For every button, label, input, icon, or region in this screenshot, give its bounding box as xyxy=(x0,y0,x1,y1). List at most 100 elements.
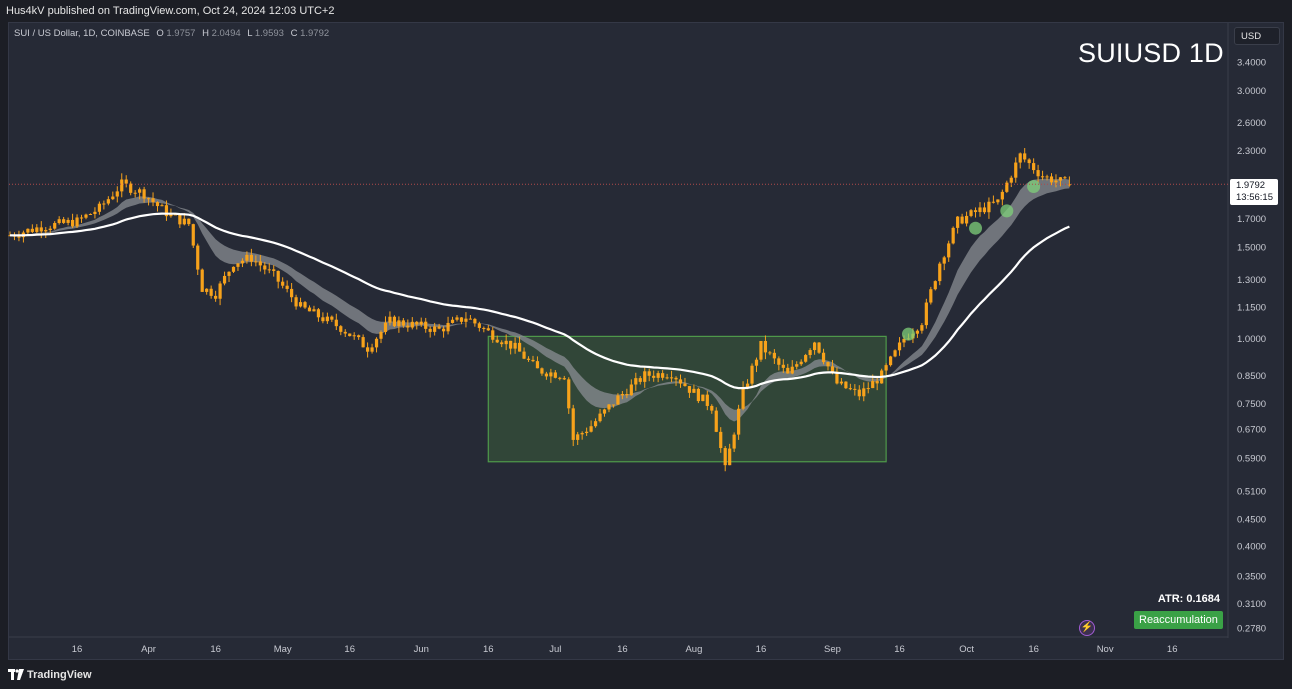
y-tick-label: 2.3000 xyxy=(1237,146,1266,157)
candle-body xyxy=(1058,177,1063,181)
candle-body xyxy=(973,210,978,213)
candle-body xyxy=(656,373,660,378)
candle-body xyxy=(964,215,969,224)
candle-body xyxy=(737,408,741,435)
tradingview-logo-icon[interactable] xyxy=(8,669,24,681)
candle-body xyxy=(875,381,879,384)
candle-body xyxy=(526,358,531,360)
candle-body xyxy=(276,270,280,282)
candle-body xyxy=(406,325,410,328)
symbol-legend: SUI / US Dollar, 1D, COINBASE O 1.9757 H… xyxy=(14,28,329,39)
candle-body xyxy=(84,214,88,218)
candle-body xyxy=(473,318,477,324)
candle-body xyxy=(987,201,991,213)
candle-body xyxy=(222,275,227,284)
candle-body xyxy=(39,227,43,232)
candle-body xyxy=(357,335,361,338)
low-value: 1.9593 xyxy=(254,28,284,39)
candle-body xyxy=(495,339,499,343)
candle-body xyxy=(446,322,450,332)
candle-body xyxy=(388,316,392,323)
candle-body xyxy=(991,201,995,203)
candle-body xyxy=(169,214,173,217)
candle-body xyxy=(580,433,584,435)
candle-body xyxy=(120,179,124,192)
candle-body xyxy=(897,342,902,351)
high-label: H xyxy=(202,28,209,39)
candle-body xyxy=(339,326,343,332)
candle-body xyxy=(804,355,808,362)
candles-group xyxy=(8,148,1071,472)
candle-body xyxy=(464,318,468,322)
x-tick-label: Jul xyxy=(549,644,561,655)
last-price-tag: 1.9792 13:56:15 xyxy=(1230,179,1278,205)
candle-body xyxy=(902,338,906,343)
candle-body xyxy=(531,359,535,362)
lightning-icon[interactable]: ⚡ xyxy=(1079,620,1095,636)
candle-body xyxy=(576,434,580,440)
candle-body xyxy=(982,207,987,213)
candle-body xyxy=(674,377,678,380)
candle-body xyxy=(799,361,803,365)
candle-body xyxy=(106,199,110,204)
candle-body xyxy=(513,342,517,349)
candle-body xyxy=(151,198,155,203)
candle-body xyxy=(205,288,209,292)
candle-body xyxy=(102,203,106,205)
candle-body xyxy=(182,218,186,225)
candle-body xyxy=(1040,176,1045,178)
candle-body xyxy=(777,358,781,365)
candle-body xyxy=(482,327,486,329)
ema-slow-line xyxy=(9,212,1070,390)
candle-body xyxy=(821,352,826,363)
candle-body xyxy=(795,364,799,367)
candle-body xyxy=(343,331,347,334)
y-tick-label: 3.0000 xyxy=(1237,86,1266,97)
candle-body xyxy=(629,384,633,396)
candle-body xyxy=(589,426,593,432)
x-tick-label: Sep xyxy=(824,644,841,655)
candle-body xyxy=(93,211,97,215)
candle-body xyxy=(669,377,674,379)
y-tick-label: 1.0000 xyxy=(1237,334,1266,345)
candle-body xyxy=(790,366,794,374)
publish-text: Hus4kV published on TradingView.com, Oct… xyxy=(6,5,335,17)
x-tick-label: Apr xyxy=(141,644,156,655)
touch-marker xyxy=(1027,180,1041,194)
candle-body xyxy=(996,199,1000,203)
candle-body xyxy=(862,388,866,397)
footer-brand[interactable]: TradingView xyxy=(27,669,92,681)
candle-body xyxy=(616,395,620,405)
y-tick-label: 0.3100 xyxy=(1237,599,1266,610)
candle-body xyxy=(696,388,700,402)
candle-body xyxy=(678,379,683,384)
candle-body xyxy=(30,228,34,232)
candle-body xyxy=(290,288,294,298)
x-tick-label: Jun xyxy=(414,644,429,655)
candle-body xyxy=(719,431,723,449)
candle-body xyxy=(1032,163,1036,171)
candle-body xyxy=(401,320,405,326)
candle-body xyxy=(155,202,160,207)
candle-body xyxy=(763,340,768,353)
open-label: O xyxy=(156,28,164,39)
candle-body xyxy=(504,340,508,345)
y-tick-label: 0.4500 xyxy=(1237,515,1266,526)
candle-body xyxy=(687,386,692,393)
candle-body xyxy=(558,377,562,379)
candle-body xyxy=(625,394,629,396)
candle-body xyxy=(433,326,437,332)
candle-body xyxy=(450,319,455,323)
candle-body xyxy=(562,378,566,380)
candle-body xyxy=(281,281,285,286)
candle-body xyxy=(540,368,544,374)
candle-body xyxy=(254,261,258,263)
candle-body xyxy=(929,289,933,303)
candle-body xyxy=(920,325,924,331)
currency-button[interactable]: USD xyxy=(1234,27,1280,45)
candle-body xyxy=(647,371,651,376)
y-tick-label: 0.4000 xyxy=(1237,541,1266,552)
candle-body xyxy=(97,203,101,212)
y-tick-label: 0.3500 xyxy=(1237,571,1266,582)
